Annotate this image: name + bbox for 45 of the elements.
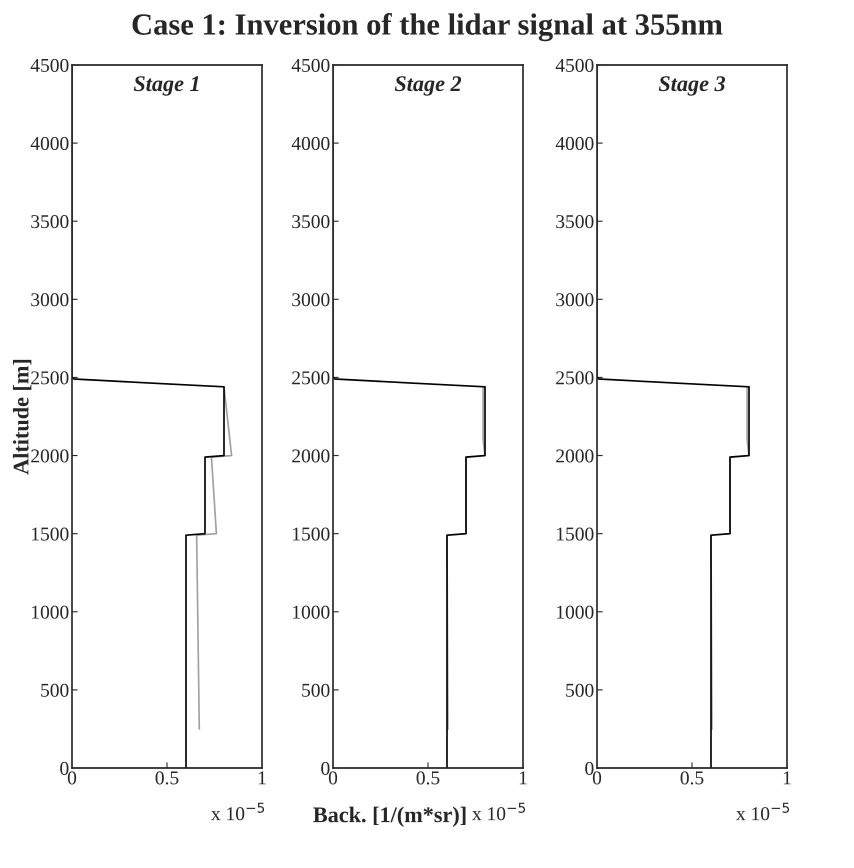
y-tick-label: 3000 <box>292 293 330 306</box>
y-tick-label: 4500 <box>556 58 594 72</box>
text: x 10$^{−5}$ <box>211 802 264 820</box>
y-tick-label: 3500 <box>31 215 68 228</box>
y-tick-label: 3500 <box>556 215 594 228</box>
y-tick-label: 4500 <box>292 58 330 72</box>
y-tick-label: 500 <box>41 684 68 697</box>
text: x 10$^{−5}$ <box>472 802 526 820</box>
x-tick-label: 0.5 <box>416 771 440 785</box>
y-tick-label: 4000 <box>292 136 330 150</box>
y-tick-label: 4000 <box>556 136 594 150</box>
y-tick-label: 0 <box>60 762 68 775</box>
y-tick-label: 2000 <box>292 449 330 462</box>
y-tick-label: 1500 <box>32 527 68 541</box>
y-tick-label: 0 <box>585 762 594 775</box>
y-tick-label: 0 <box>321 762 330 775</box>
y-tick-label: 2000 <box>556 449 594 462</box>
y-tick-label: 3000 <box>556 293 594 306</box>
y-tick-label: 2500 <box>292 371 330 384</box>
y-tick-label: 500 <box>302 684 330 697</box>
y-tick-label: 2500 <box>31 371 68 384</box>
y-tick-label: 1000 <box>557 606 594 619</box>
y-tick-label: 4500 <box>30 58 68 72</box>
x-tick-label: 0.5 <box>156 771 178 785</box>
x-tick-label: 1 <box>784 771 791 784</box>
y-tick-label: 1000 <box>32 606 68 619</box>
y-tick-label: 1000 <box>293 606 330 619</box>
y-tick-label: 3500 <box>292 215 330 228</box>
y-tick-label: 3000 <box>31 293 68 306</box>
x-tick-label: 0.5 <box>680 771 704 785</box>
chart-title: Stage 1 <box>134 76 198 96</box>
y-tick-label: 4000 <box>30 136 68 150</box>
y-tick-label: 2500 <box>556 371 594 384</box>
x-tick-label: 1 <box>258 771 266 784</box>
x-axis-title: Back. [1/(m*sr)] <box>313 806 466 827</box>
text: x 10$^{−5}$ <box>736 802 790 820</box>
x-tick-label: 1 <box>520 771 527 784</box>
text: Case 1: Inversion of the lidar signal at 355nm <box>132 13 722 42</box>
y-tick-label: 2000 <box>31 449 68 462</box>
chart-title: Stage 2 <box>394 76 462 96</box>
y-tick-label: 1500 <box>557 527 594 541</box>
y-axis-title: Altitude [m] <box>12 360 32 475</box>
chart-title: Stage 3 <box>658 76 726 96</box>
y-tick-label: 1500 <box>293 527 330 541</box>
y-tick-label: 500 <box>566 684 594 697</box>
